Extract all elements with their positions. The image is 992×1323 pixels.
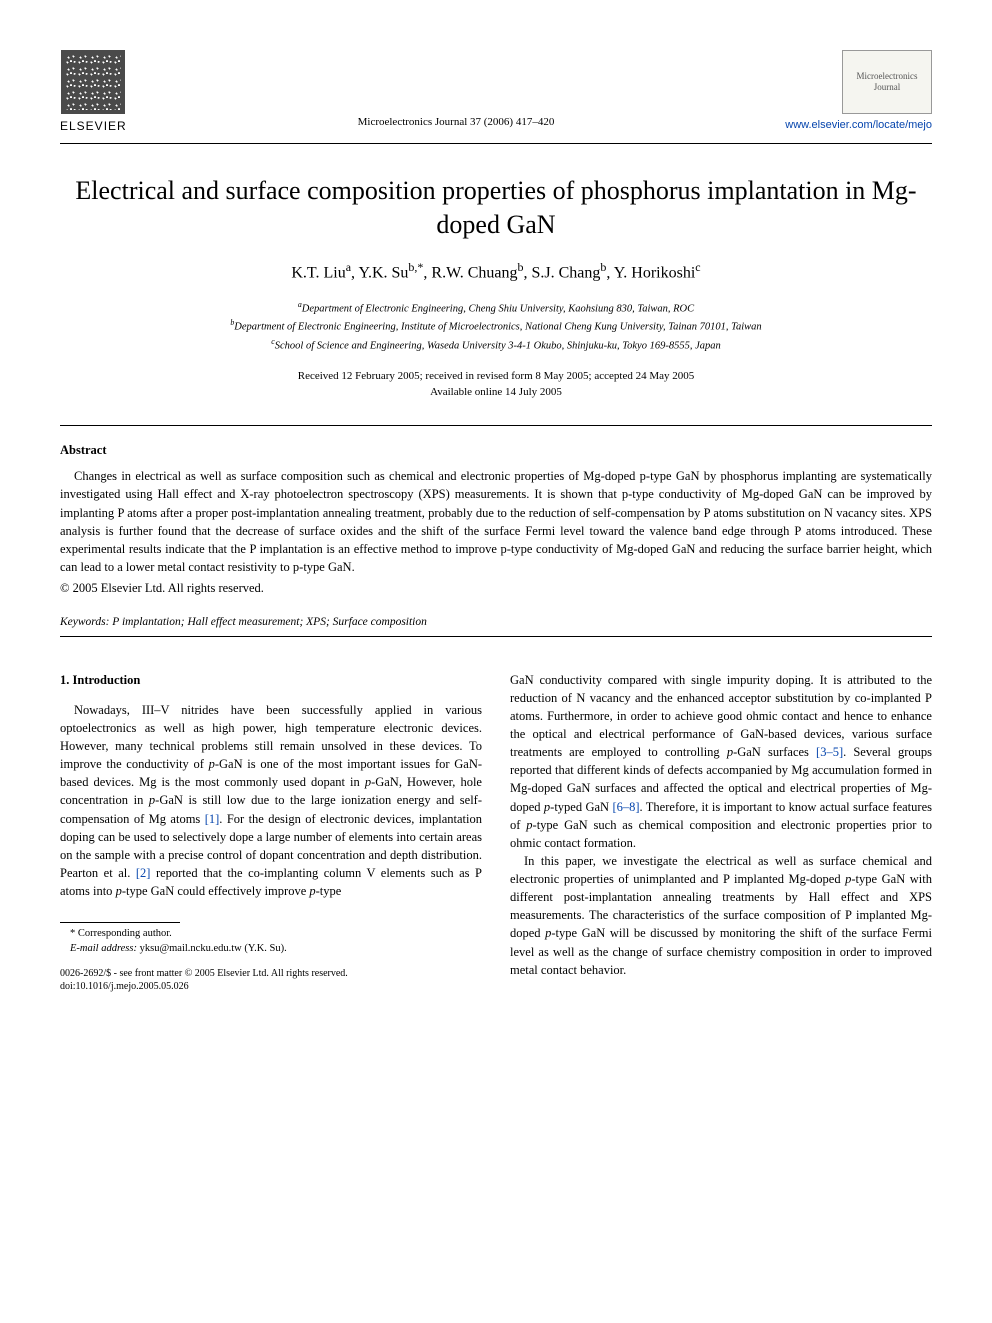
email-label: E-mail address: [70, 943, 137, 954]
intro-para-2: In this paper, we investigate the electr… [510, 852, 932, 979]
abstract-body: Changes in electrical as well as surface… [60, 467, 932, 576]
doi-line: doi:10.1016/j.mejo.2005.05.026 [60, 980, 482, 993]
author-list: K.T. Liua, Y.K. Sub,*, R.W. Chuangb, S.J… [60, 259, 932, 285]
email-footnote: E-mail address: yksu@mail.ncku.edu.tw (Y… [60, 942, 482, 957]
abstract-heading: Abstract [60, 442, 932, 460]
footnote-rule [60, 922, 180, 923]
affiliation-b: bDepartment of Electronic Engineering, I… [60, 317, 932, 335]
intro-para-1-cont: GaN conductivity compared with single im… [510, 671, 932, 852]
keywords-label: Keywords: [60, 616, 109, 628]
email-address: yksu@mail.ncku.edu.tw (Y.K. Su). [140, 943, 287, 954]
affiliation-a: aDepartment of Electronic Engineering, C… [60, 299, 932, 317]
body-columns: 1. Introduction Nowadays, III–V nitrides… [60, 671, 932, 993]
journal-url-link[interactable]: www.elsevier.com/locate/mejo [785, 118, 932, 133]
right-column: GaN conductivity compared with single im… [510, 671, 932, 993]
keywords-text: P implantation; Hall effect measurement;… [112, 616, 427, 628]
journal-box: Microelectronics Journal www.elsevier.co… [785, 50, 932, 133]
ref-link-6-8[interactable]: [6–8] [612, 800, 639, 814]
journal-cover-line2: Journal [874, 82, 901, 93]
online-date: Available online 14 July 2005 [60, 384, 932, 401]
corresponding-footnote: * Corresponding author. [60, 927, 482, 942]
publisher-name: ELSEVIER [60, 118, 127, 135]
article-dates: Received 12 February 2005; received in r… [60, 368, 932, 401]
affiliations: aDepartment of Electronic Engineering, C… [60, 299, 932, 354]
post-abstract-rule [60, 636, 932, 637]
article-title: Electrical and surface composition prope… [60, 174, 932, 242]
abstract-text: Changes in electrical as well as surface… [60, 467, 932, 576]
page-header: ELSEVIER Microelectronics Journal 37 (20… [60, 50, 932, 135]
affiliation-c: cSchool of Science and Engineering, Wase… [60, 336, 932, 354]
abstract-copyright: © 2005 Elsevier Ltd. All rights reserved… [60, 580, 932, 598]
journal-cover-line1: Microelectronics [857, 71, 918, 82]
ref-link-3-5[interactable]: [3–5] [816, 745, 843, 759]
journal-cover-icon: Microelectronics Journal [842, 50, 932, 114]
intro-para-1: Nowadays, III–V nitrides have been succe… [60, 701, 482, 900]
header-rule [60, 143, 932, 144]
ref-link-1[interactable]: [1] [205, 812, 220, 826]
ref-link-2[interactable]: [2] [136, 866, 151, 880]
elsevier-tree-icon [61, 50, 125, 114]
citation-line: Microelectronics Journal 37 (2006) 417–4… [127, 115, 786, 130]
received-date: Received 12 February 2005; received in r… [60, 368, 932, 385]
issn-line: 0026-2692/$ - see front matter © 2005 El… [60, 967, 482, 980]
keywords-line: Keywords: P implantation; Hall effect me… [60, 614, 932, 630]
left-column: 1. Introduction Nowadays, III–V nitrides… [60, 671, 482, 993]
publisher-logo-block: ELSEVIER [60, 50, 127, 135]
section-1-heading: 1. Introduction [60, 671, 482, 689]
pre-abstract-rule [60, 425, 932, 426]
doi-block: 0026-2692/$ - see front matter © 2005 El… [60, 967, 482, 993]
